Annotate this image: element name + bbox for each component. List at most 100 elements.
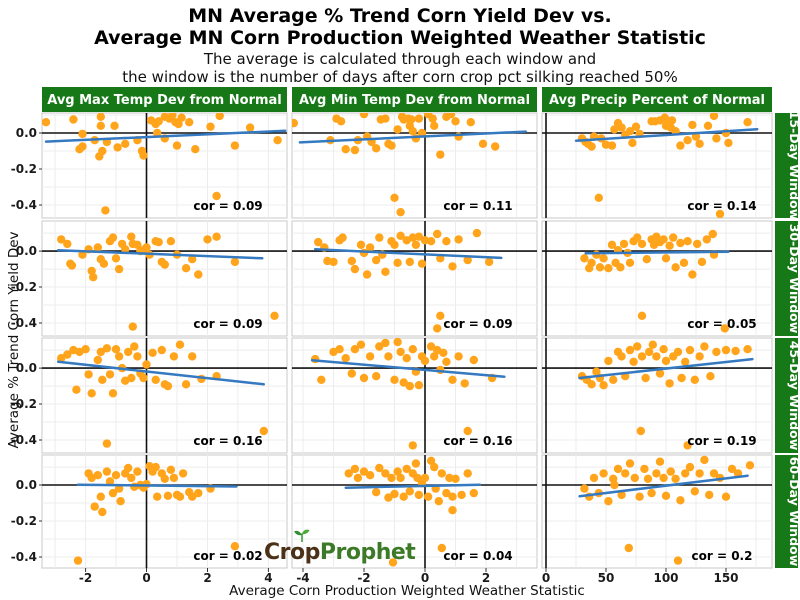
- data-point: [430, 121, 439, 130]
- data-point: [270, 311, 279, 320]
- facet-panel: cor = 0.16: [41, 337, 288, 454]
- data-point: [110, 121, 119, 130]
- data-point: [329, 257, 338, 267]
- data-point: [350, 145, 360, 155]
- data-point: [745, 461, 755, 470]
- data-point: [384, 493, 393, 502]
- data-point: [178, 469, 188, 478]
- data-point: [430, 352, 439, 361]
- data-point: [451, 474, 460, 483]
- data-point: [399, 492, 408, 501]
- data-point: [647, 488, 656, 498]
- data-point: [671, 263, 680, 272]
- data-point: [433, 229, 442, 239]
- data-point: [595, 263, 605, 272]
- data-point: [356, 240, 366, 249]
- data-point: [96, 492, 106, 501]
- y-tick-label: 0.0: [16, 244, 37, 258]
- data-point: [625, 127, 635, 136]
- column-strip: Avg Precip Percent of Normal: [542, 87, 772, 112]
- data-point: [625, 345, 635, 355]
- data-point: [617, 490, 626, 500]
- data-point: [191, 145, 200, 154]
- data-point: [420, 356, 430, 366]
- y-tick-label: -0.2: [11, 397, 37, 411]
- data-point: [114, 484, 124, 493]
- data-point: [679, 258, 689, 267]
- data-point: [731, 346, 740, 356]
- data-point: [434, 497, 443, 506]
- facet-panel: cor = 0.14: [541, 112, 773, 219]
- data-point: [700, 342, 709, 351]
- data-point: [87, 266, 96, 276]
- data-point: [375, 233, 384, 242]
- data-point: [659, 235, 668, 244]
- data-point: [655, 369, 665, 378]
- data-point: [609, 375, 618, 384]
- data-point: [659, 473, 668, 483]
- y-tick-label: -0.4: [11, 198, 37, 212]
- data-point: [73, 556, 83, 565]
- data-point: [375, 463, 384, 473]
- data-point: [743, 345, 752, 354]
- x-tick-label: 2: [482, 571, 490, 585]
- data-point: [652, 469, 661, 478]
- data-point: [661, 491, 671, 500]
- data-point: [168, 113, 177, 120]
- facet-panel: cor = 0.09: [41, 112, 288, 219]
- data-point: [169, 473, 179, 483]
- data-point: [175, 340, 185, 349]
- data-point: [99, 259, 109, 268]
- data-point: [683, 441, 692, 450]
- data-point: [96, 347, 106, 357]
- x-tick-label: 2: [203, 571, 211, 585]
- data-point: [712, 134, 721, 143]
- data-point: [206, 122, 215, 131]
- data-point: [381, 267, 390, 276]
- data-point: [466, 118, 475, 127]
- data-point: [681, 357, 690, 366]
- data-point: [154, 237, 163, 247]
- trend-line: [313, 248, 503, 260]
- data-point: [436, 150, 445, 159]
- data-point: [580, 254, 589, 263]
- data-point: [463, 255, 472, 265]
- data-point: [724, 138, 733, 148]
- y-tick-label: -0.2: [11, 162, 37, 176]
- data-point: [676, 496, 685, 505]
- data-point: [454, 352, 463, 361]
- correlation-label: cor = 0.02: [193, 549, 262, 563]
- data-point: [621, 469, 630, 478]
- data-point: [396, 473, 405, 483]
- data-point: [617, 352, 626, 361]
- data-point: [185, 118, 194, 127]
- data-point: [407, 115, 416, 124]
- data-point: [697, 257, 707, 267]
- data-point: [387, 141, 396, 150]
- data-point: [127, 473, 136, 483]
- data-point: [408, 127, 417, 136]
- data-point: [375, 342, 384, 351]
- data-point: [142, 479, 151, 489]
- x-tick-label: 0: [421, 571, 429, 585]
- data-point: [446, 113, 456, 119]
- data-point: [695, 469, 704, 478]
- data-point: [160, 260, 169, 269]
- y-axis-label: Average % Trend Corn Yield Dev: [6, 231, 22, 449]
- data-point: [690, 375, 699, 384]
- correlation-label: cor = 0.16: [193, 434, 262, 448]
- data-point: [212, 191, 221, 201]
- data-point: [676, 141, 685, 150]
- correlation-label: cor = 0.14: [687, 199, 756, 213]
- data-point: [402, 464, 411, 474]
- data-point: [121, 245, 130, 254]
- x-tick-label: 0: [542, 571, 550, 585]
- data-point: [133, 352, 142, 361]
- data-point: [153, 128, 162, 138]
- data-point: [448, 492, 457, 501]
- data-point: [594, 193, 603, 202]
- data-point: [98, 507, 107, 517]
- data-point: [230, 141, 240, 150]
